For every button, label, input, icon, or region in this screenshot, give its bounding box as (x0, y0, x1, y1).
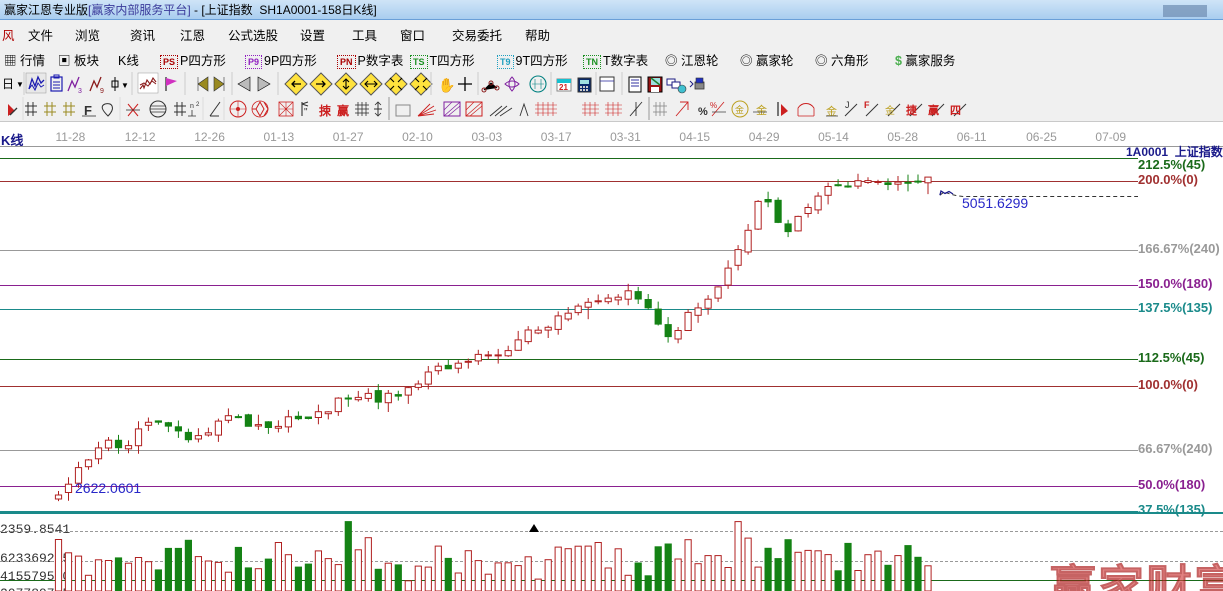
svg-text:%: % (698, 106, 708, 118)
svg-text:金: 金 (885, 104, 895, 117)
svg-text:F: F (864, 100, 870, 110)
svg-text:%: % (710, 101, 717, 110)
svg-text:3: 3 (78, 88, 82, 95)
svg-text:n: n (190, 103, 194, 110)
svg-text:9: 9 (100, 88, 104, 95)
svg-text:日: 日 (2, 77, 14, 91)
svg-text:金: 金 (756, 103, 767, 117)
svg-text:": " (304, 107, 308, 118)
svg-text:2: 2 (196, 102, 200, 108)
svg-text:赢: 赢 (337, 103, 349, 118)
svg-text:四: 四 (950, 104, 961, 117)
svg-text:J: J (845, 100, 850, 110)
svg-text:捷: 捷 (906, 103, 918, 117)
svg-text:✋: ✋ (438, 77, 455, 93)
svg-text:▼: ▼ (121, 81, 129, 90)
svg-text:赢: 赢 (928, 103, 939, 117)
svg-text:捒: 捒 (319, 103, 332, 118)
svg-text:21: 21 (559, 83, 568, 92)
svg-text:金: 金 (735, 104, 744, 115)
svg-text:▼: ▼ (16, 80, 24, 89)
